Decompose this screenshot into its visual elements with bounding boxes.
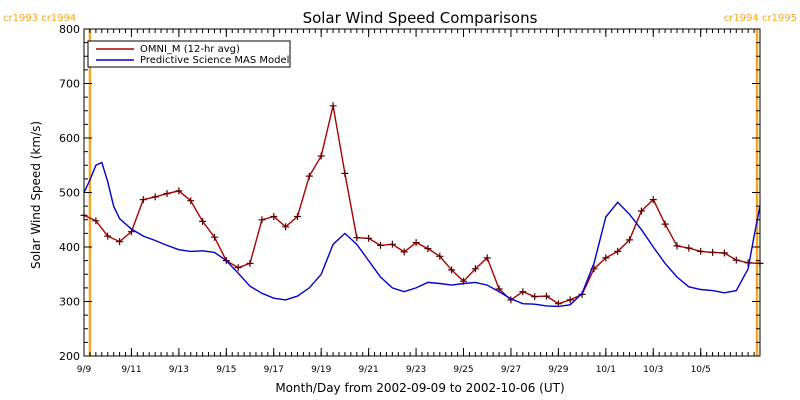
data-point-marker — [531, 293, 539, 301]
data-point-marker — [661, 220, 669, 228]
data-point-marker — [649, 196, 657, 204]
data-point-marker — [685, 244, 693, 252]
data-point-marker — [329, 102, 337, 110]
rotation-marker-lines — [88, 29, 759, 356]
x-axis-label: Month/Day from 2002-09-09 to 2002-10-06 … — [275, 381, 564, 395]
data-point-marker — [317, 152, 325, 160]
x-tick-label: 9/29 — [548, 365, 568, 375]
x-tick-label: 9/23 — [406, 365, 426, 375]
x-axis: 9/9 9/11 9/13 9/15 9/17 9/19 9/21 9/23 9/25 9/27 9… — [77, 29, 761, 375]
chart-title: Solar Wind Speed Comparisons — [303, 9, 538, 27]
y-tick-label: 200 — [59, 350, 80, 363]
plot-frame — [83, 28, 761, 357]
x-tick-label: 9/19 — [311, 365, 331, 375]
data-point-marker — [626, 236, 633, 244]
y-tick-label: 800 — [59, 23, 80, 36]
y-tick-label: 700 — [59, 78, 80, 91]
data-point-marker — [732, 256, 740, 264]
rotation-marker-label: cr1994 cr1995 — [724, 13, 797, 24]
series-line-0 — [83, 105, 761, 305]
data-point-marker — [199, 217, 207, 225]
y-tick-label: 500 — [59, 187, 80, 200]
data-point-marker — [246, 259, 254, 267]
data-point-marker — [543, 292, 550, 300]
rotation-marker-label: cr1993 cr1994 — [3, 13, 76, 24]
data-point-marker — [673, 242, 681, 250]
data-point-marker — [211, 233, 218, 241]
data-point-marker — [483, 254, 491, 262]
data-point-marker — [566, 296, 574, 304]
data-point-marker — [412, 239, 420, 247]
data-point-marker — [614, 247, 622, 255]
y-axis: 200 300 400 500 600 700 800 — [59, 23, 760, 363]
y-tick-label: 600 — [59, 132, 80, 145]
data-point-marker — [139, 196, 147, 204]
series-line-1 — [83, 161, 761, 308]
y-tick-label: 300 — [59, 296, 80, 309]
data-point-marker — [448, 266, 456, 274]
x-tick-label: 9/9 — [77, 365, 92, 375]
y-tick-label: 400 — [59, 241, 80, 254]
data-point-marker — [388, 240, 396, 248]
data-point-marker — [353, 234, 361, 242]
data-point-marker — [377, 241, 384, 249]
data-point-marker — [294, 213, 301, 220]
x-tick-label: 9/25 — [453, 365, 473, 375]
data-point-marker — [424, 245, 432, 253]
legend-label-omni: OMNI_M (12-hr avg) — [140, 44, 240, 55]
data-point-marker — [163, 190, 171, 198]
data-point-marker — [709, 248, 717, 256]
data-point-marker — [341, 169, 349, 177]
data-point-marker — [602, 254, 610, 262]
data-point-marker — [116, 238, 124, 246]
data-point-marker — [92, 217, 100, 225]
x-tick-label: 10/3 — [643, 365, 663, 375]
x-tick-label: 9/17 — [264, 365, 284, 375]
data-point-marker — [104, 232, 112, 240]
x-tick-label: 9/13 — [169, 365, 189, 375]
x-tick-label: 9/11 — [121, 365, 141, 375]
data-point-marker — [697, 247, 705, 255]
y-axis-label: Solar Wind Speed (km/s) — [29, 121, 43, 269]
data-point-marker — [519, 288, 527, 296]
data-point-marker — [282, 223, 290, 231]
data-point-marker — [471, 265, 479, 273]
data-point-marker — [720, 249, 728, 257]
data-point-marker — [187, 197, 195, 205]
legend: OMNI_M (12-hr avg) Predictive Science MA… — [87, 40, 291, 68]
data-point-marker — [365, 234, 373, 242]
x-tick-label: 9/15 — [216, 365, 236, 375]
data-point-marker — [175, 187, 183, 195]
x-tick-label: 10/5 — [691, 365, 711, 375]
data-point-marker — [234, 264, 242, 272]
rotation-labels: cr1993 cr1994 cr1994 cr1995 — [3, 13, 797, 24]
data-point-marker — [151, 193, 159, 201]
data-point-marker — [400, 248, 408, 256]
data-point-marker — [258, 216, 266, 224]
legend-label-mas: Predictive Science MAS Model — [140, 55, 289, 66]
data-point-marker — [436, 252, 444, 260]
legend-box — [87, 40, 291, 68]
x-tick-label: 9/21 — [359, 365, 379, 375]
data-point-marker — [270, 213, 278, 220]
plot-series — [80, 102, 764, 308]
x-tick-label: 9/27 — [501, 365, 521, 375]
x-tick-label: 10/1 — [596, 365, 616, 375]
data-point-marker — [305, 172, 313, 180]
data-point-marker — [637, 207, 645, 215]
